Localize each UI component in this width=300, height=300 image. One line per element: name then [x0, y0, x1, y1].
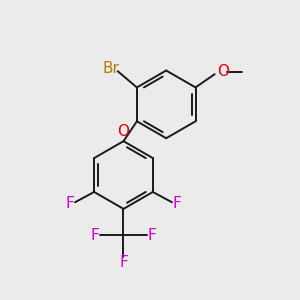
Text: F: F — [119, 255, 128, 270]
Text: O: O — [217, 64, 229, 79]
Text: F: F — [148, 228, 157, 243]
Text: F: F — [90, 228, 99, 243]
Text: Br: Br — [103, 61, 120, 76]
Text: O: O — [117, 124, 129, 139]
Text: F: F — [65, 196, 74, 211]
Text: F: F — [173, 196, 182, 211]
